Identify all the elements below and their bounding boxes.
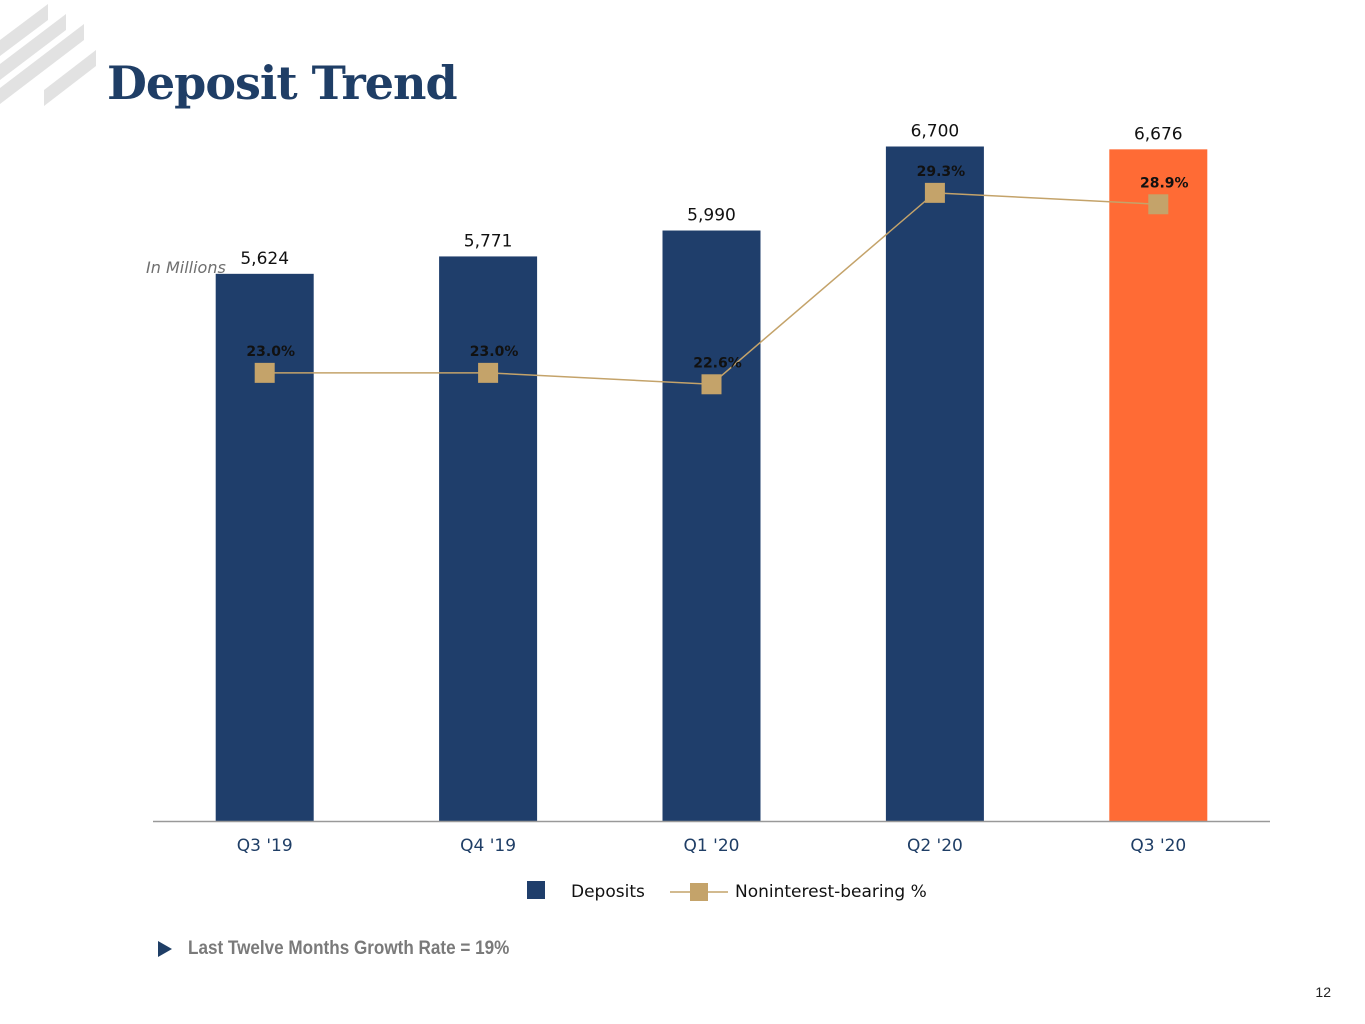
line-marker-3 — [701, 374, 722, 395]
x-tick-label-2: Q4 '19 — [460, 836, 516, 856]
bar-5 — [1109, 149, 1208, 822]
line-value-label-4: 29.3% — [917, 164, 966, 180]
growth-rate-bullet: Last Twelve Months Growth Rate = 19% — [158, 938, 545, 960]
x-tick-label-1: Q3 '19 — [237, 836, 293, 856]
bar-value-label-5: 6,676 — [1134, 124, 1183, 144]
line-marker-2 — [478, 362, 499, 383]
line-value-label-1: 23.0% — [246, 344, 295, 360]
line-value-label-3: 22.6% — [693, 355, 742, 371]
bullet-arrow-icon — [158, 941, 172, 957]
x-tick-label-3: Q1 '20 — [684, 836, 740, 856]
logo-stripes-icon — [0, 4, 96, 106]
deposit-trend-chart: 5,624 5,771 5,990 6,700 6,676 Q3 '19 Q4 '19 Q1 … — [153, 122, 1270, 902]
bar-4 — [885, 146, 984, 821]
growth-rate-text: Last Twelve Months Growth Rate = 19% — [188, 938, 510, 959]
bar-value-label-1: 5,624 — [240, 249, 289, 269]
x-tick-label-4: Q2 '20 — [907, 836, 963, 856]
bar-value-label-2: 5,771 — [464, 231, 513, 251]
line-value-label-5: 28.9% — [1140, 175, 1189, 191]
bar-3 — [662, 230, 761, 821]
legend-noninterest-label: Noninterest-bearing % — [735, 882, 927, 902]
line-marker-4 — [924, 182, 945, 203]
x-tick-label-5: Q3 '20 — [1130, 836, 1186, 856]
legend-line-marker — [690, 883, 708, 901]
page-title: Deposit Trend — [107, 56, 458, 110]
line-value-label-2: 23.0% — [470, 344, 519, 360]
units-note: In Millions — [146, 258, 226, 277]
line-marker-1 — [254, 362, 275, 383]
line-marker-5 — [1148, 194, 1169, 215]
legend-deposits-swatch — [527, 881, 545, 899]
bar-value-label-4: 6,700 — [911, 122, 960, 142]
bar-2 — [439, 256, 538, 822]
page-number: 12 — [1315, 984, 1331, 1000]
bar-value-label-3: 5,990 — [687, 206, 736, 226]
legend-deposits-label: Deposits — [571, 882, 645, 902]
